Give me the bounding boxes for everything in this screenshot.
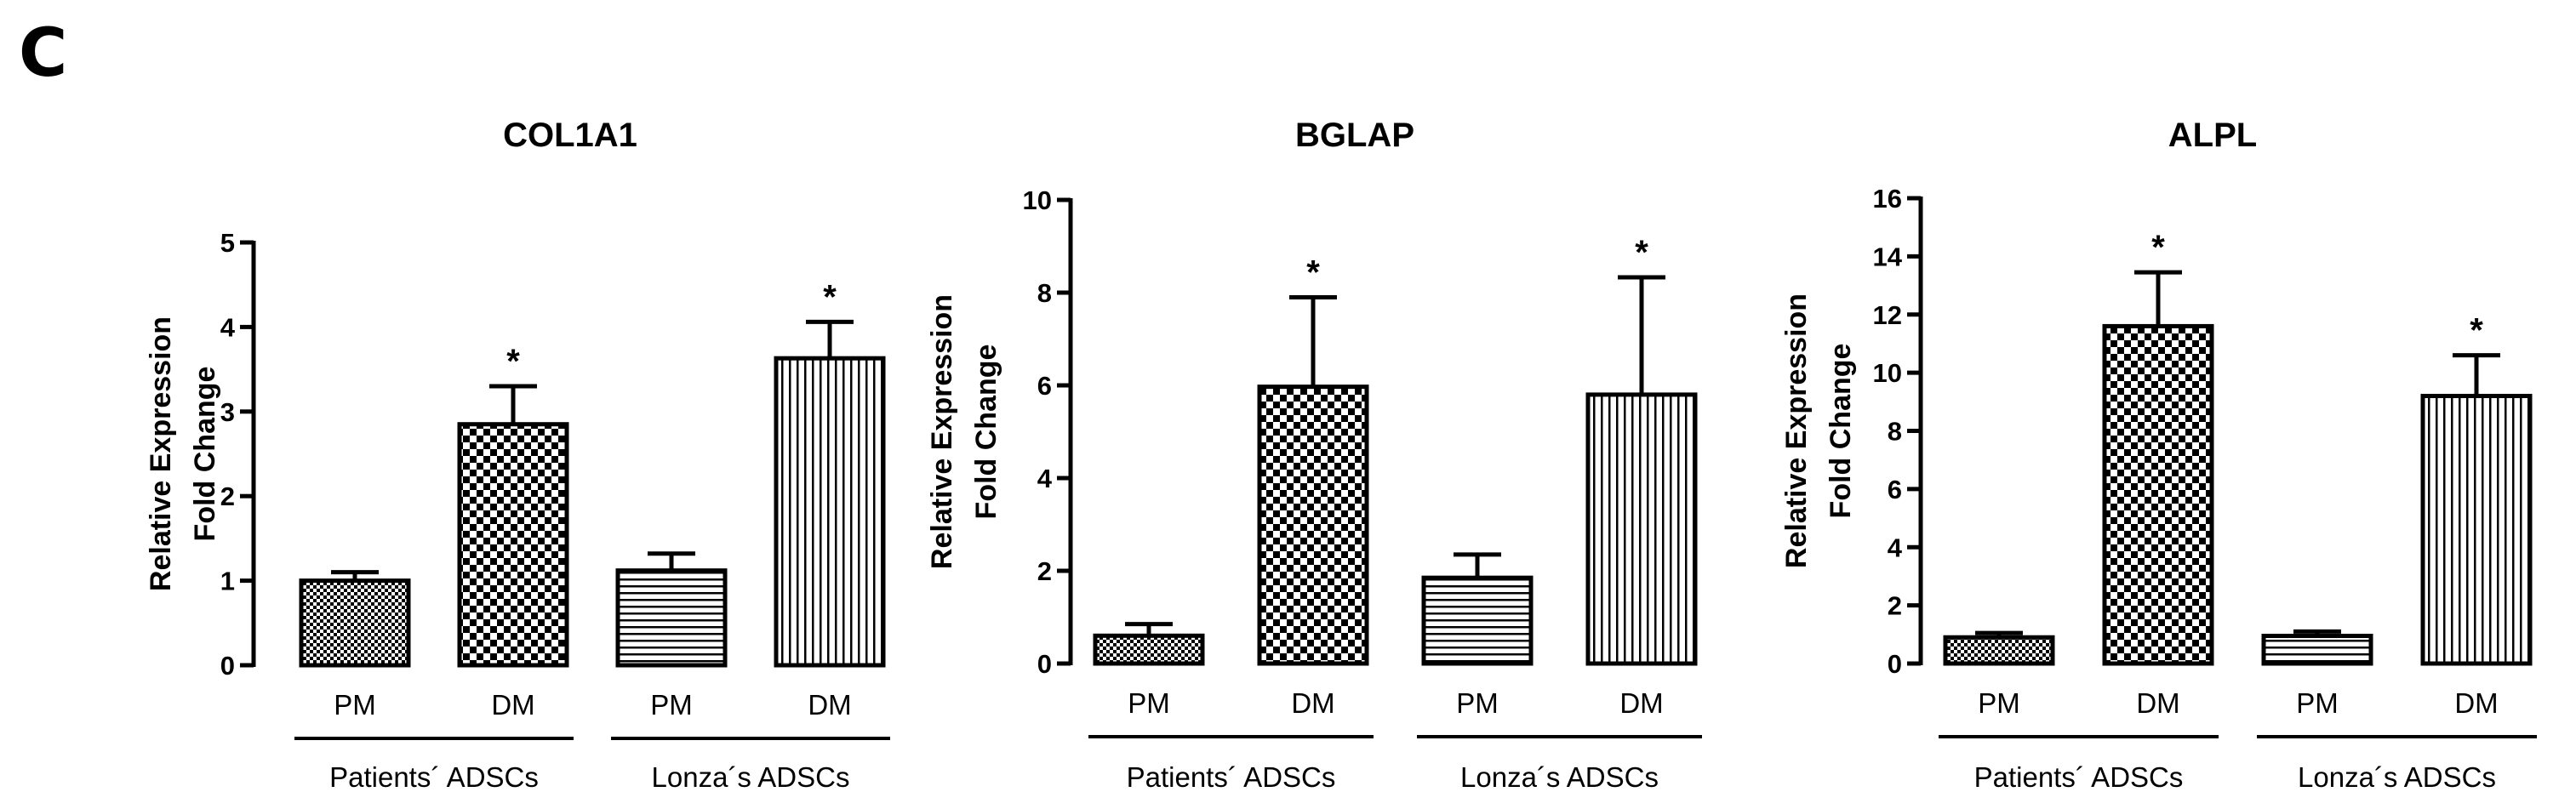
- y-tick-label: 8: [1888, 417, 1902, 447]
- category-label: PM: [2296, 687, 2339, 719]
- bar-pm: [615, 568, 728, 668]
- category-label: PM: [1978, 687, 2020, 719]
- chart-alpl: ALPL Relative Expression Fold Change 0 2 4 6 8 1…: [1780, 117, 2537, 793]
- significance-marker: *: [1635, 234, 1648, 271]
- group-label: Patients´ ADSCs: [1974, 761, 2184, 793]
- significance-marker: *: [1306, 254, 1320, 291]
- y-tick-label: 2: [1888, 591, 1902, 621]
- chart-col1a1: COL1A1 Relative Expression Fold Change 0 1 2 3…: [145, 117, 890, 793]
- y-tick-label: 3: [220, 397, 235, 427]
- y-tick-label: 2: [1037, 556, 1052, 586]
- y-tick-label: 2: [220, 481, 235, 511]
- chart-title: BGLAP: [1295, 117, 1414, 154]
- category-label: PM: [334, 689, 376, 721]
- y-tick-label: 10: [1023, 185, 1052, 215]
- y-tick-label: 14: [1873, 242, 1903, 271]
- group-label: Lonza´s ADSCs: [652, 761, 850, 793]
- y-axis-label: Fold Change: [970, 345, 1002, 520]
- chart-bglap: BGLAP Relative Expression Fold Change 0 2 4 6 8…: [926, 117, 1702, 793]
- bar-pm: [1093, 633, 1205, 666]
- bar-pm: [1421, 575, 1534, 666]
- chart-title: COL1A1: [503, 117, 637, 154]
- significance-marker: *: [506, 343, 520, 380]
- y-tick-label: 1: [220, 567, 235, 596]
- y-tick-label: 6: [1888, 475, 1902, 504]
- bar-dm: [2420, 393, 2533, 666]
- category-label: PM: [650, 689, 693, 721]
- category-label: DM: [808, 689, 851, 721]
- y-axis-label: Relative Expression: [1780, 293, 1813, 568]
- category-label: DM: [2454, 687, 2498, 719]
- category-label: PM: [1456, 687, 1499, 719]
- panel-letter: C: [19, 15, 68, 92]
- y-tick-label: 0: [1888, 649, 1902, 679]
- bar-dm: [1585, 392, 1698, 666]
- bar-dm: [2102, 323, 2214, 666]
- y-tick-label: 0: [220, 651, 235, 681]
- y-tick-label: 6: [1037, 371, 1052, 401]
- bar-dm: [1257, 385, 1369, 666]
- y-axis-label: Fold Change: [189, 367, 221, 542]
- y-axis-label: Relative Expression: [145, 316, 177, 591]
- bar-dm: [774, 356, 886, 668]
- y-axis-label: Fold Change: [1825, 344, 1857, 519]
- y-tick-label: 4: [220, 312, 236, 342]
- group-label: Lonza´s ADSCs: [2298, 761, 2496, 793]
- group-label: Lonza´s ADSCs: [1460, 761, 1659, 793]
- y-tick-label: 5: [220, 228, 235, 258]
- category-label: DM: [491, 689, 534, 721]
- bar-pm: [1943, 635, 2055, 666]
- y-tick-label: 16: [1873, 184, 1902, 214]
- significance-marker: *: [2151, 229, 2165, 266]
- y-tick-label: 0: [1037, 649, 1052, 679]
- bar-pm: [299, 578, 411, 668]
- y-tick-label: 4: [1037, 464, 1053, 493]
- significance-marker: *: [823, 278, 837, 316]
- group-label: Patients´ ADSCs: [329, 761, 539, 793]
- y-tick-label: 10: [1873, 358, 1902, 388]
- bar-dm: [457, 422, 569, 668]
- group-label: Patients´ ADSCs: [1127, 761, 1336, 793]
- y-tick-label: 8: [1037, 278, 1052, 308]
- chart-title: ALPL: [2168, 117, 2257, 154]
- y-tick-label: 4: [1888, 533, 1903, 562]
- y-axis-label: Relative Expression: [926, 294, 958, 569]
- bar-pm: [2261, 634, 2373, 666]
- y-tick-label: 12: [1873, 300, 1902, 330]
- significance-marker: *: [2470, 312, 2483, 350]
- category-label: PM: [1128, 687, 1170, 719]
- category-label: DM: [1619, 687, 1663, 719]
- category-label: DM: [2136, 687, 2179, 719]
- category-label: DM: [1291, 687, 1334, 719]
